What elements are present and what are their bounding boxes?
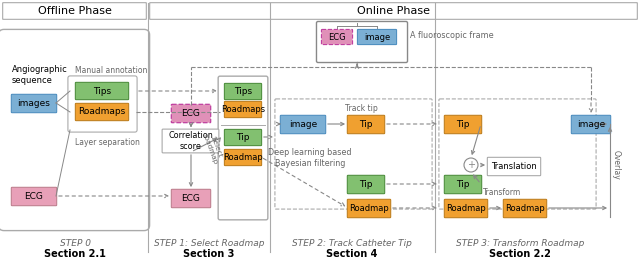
Text: image: image bbox=[289, 120, 317, 129]
FancyBboxPatch shape bbox=[3, 3, 147, 19]
FancyBboxPatch shape bbox=[225, 149, 262, 166]
FancyBboxPatch shape bbox=[357, 29, 397, 45]
Text: Overlay: Overlay bbox=[611, 150, 621, 180]
FancyBboxPatch shape bbox=[172, 104, 211, 123]
FancyBboxPatch shape bbox=[348, 199, 390, 218]
Text: Roadmaps: Roadmaps bbox=[221, 105, 265, 114]
Text: ECG: ECG bbox=[24, 192, 44, 201]
Text: image: image bbox=[577, 120, 605, 129]
FancyBboxPatch shape bbox=[218, 76, 268, 220]
FancyBboxPatch shape bbox=[487, 157, 541, 176]
Text: STEP 0: STEP 0 bbox=[60, 240, 90, 249]
FancyBboxPatch shape bbox=[150, 3, 637, 19]
FancyBboxPatch shape bbox=[162, 129, 219, 153]
Text: +: + bbox=[467, 160, 475, 170]
Text: Tip: Tip bbox=[236, 133, 250, 142]
FancyBboxPatch shape bbox=[12, 187, 57, 206]
Text: Transform: Transform bbox=[483, 188, 521, 197]
Text: STEP 1: Select Roadmap: STEP 1: Select Roadmap bbox=[154, 240, 264, 249]
Text: Section 2.1: Section 2.1 bbox=[44, 249, 106, 259]
Text: STEP 3: Transform Roadmap: STEP 3: Transform Roadmap bbox=[456, 240, 584, 249]
FancyBboxPatch shape bbox=[572, 115, 611, 134]
Text: Section 3: Section 3 bbox=[183, 249, 235, 259]
Text: Section 4: Section 4 bbox=[326, 249, 378, 259]
Text: Tips: Tips bbox=[234, 87, 252, 96]
FancyBboxPatch shape bbox=[225, 130, 262, 145]
FancyBboxPatch shape bbox=[225, 83, 262, 100]
FancyBboxPatch shape bbox=[225, 101, 262, 118]
Text: Tips: Tips bbox=[93, 87, 111, 95]
FancyBboxPatch shape bbox=[0, 29, 150, 231]
FancyBboxPatch shape bbox=[503, 199, 547, 218]
FancyBboxPatch shape bbox=[444, 115, 482, 134]
Text: Roadmap: Roadmap bbox=[349, 204, 389, 213]
Text: ECG: ECG bbox=[182, 109, 200, 118]
FancyBboxPatch shape bbox=[280, 115, 326, 134]
Text: Tip: Tip bbox=[359, 120, 372, 129]
Text: Translation: Translation bbox=[491, 162, 537, 171]
Text: Tip: Tip bbox=[456, 120, 470, 129]
Text: Roadmap: Roadmap bbox=[223, 153, 263, 162]
Text: Section 2.2: Section 2.2 bbox=[489, 249, 551, 259]
Text: images: images bbox=[17, 99, 51, 108]
Text: Roadmaps: Roadmaps bbox=[78, 108, 125, 117]
Text: STEP 2: Track Catheter Tip: STEP 2: Track Catheter Tip bbox=[292, 240, 412, 249]
FancyBboxPatch shape bbox=[348, 175, 385, 194]
Text: ECG: ECG bbox=[182, 194, 200, 203]
Text: Track tip: Track tip bbox=[345, 104, 378, 113]
FancyBboxPatch shape bbox=[76, 82, 129, 100]
FancyBboxPatch shape bbox=[439, 99, 596, 209]
Text: Layer separation: Layer separation bbox=[75, 138, 140, 147]
Text: A fluoroscopic frame: A fluoroscopic frame bbox=[410, 31, 493, 40]
Text: Tip: Tip bbox=[359, 180, 372, 189]
Text: Manual annotation: Manual annotation bbox=[75, 66, 147, 75]
Text: Roadmap: Roadmap bbox=[505, 204, 545, 213]
Text: Tip: Tip bbox=[456, 180, 470, 189]
Text: Offline Phase: Offline Phase bbox=[38, 6, 111, 16]
Text: Deep learning based
Bayesian filtering: Deep learning based Bayesian filtering bbox=[268, 148, 352, 168]
Text: Angiographic
sequence: Angiographic sequence bbox=[12, 65, 68, 85]
FancyBboxPatch shape bbox=[444, 175, 482, 194]
Text: Roadmap: Roadmap bbox=[446, 204, 486, 213]
FancyBboxPatch shape bbox=[172, 189, 211, 208]
Text: Online Phase: Online Phase bbox=[357, 6, 430, 16]
FancyBboxPatch shape bbox=[68, 76, 137, 132]
FancyBboxPatch shape bbox=[317, 21, 408, 62]
FancyBboxPatch shape bbox=[275, 99, 432, 209]
FancyBboxPatch shape bbox=[12, 94, 57, 113]
Text: Correlation
score: Correlation score bbox=[168, 131, 213, 151]
Circle shape bbox=[464, 158, 478, 172]
FancyBboxPatch shape bbox=[444, 199, 488, 218]
FancyBboxPatch shape bbox=[348, 115, 385, 134]
FancyBboxPatch shape bbox=[321, 29, 353, 45]
Text: Select
roadmap: Select roadmap bbox=[202, 131, 225, 165]
Text: ECG: ECG bbox=[328, 32, 346, 42]
Text: image: image bbox=[364, 32, 390, 42]
FancyBboxPatch shape bbox=[76, 103, 129, 121]
